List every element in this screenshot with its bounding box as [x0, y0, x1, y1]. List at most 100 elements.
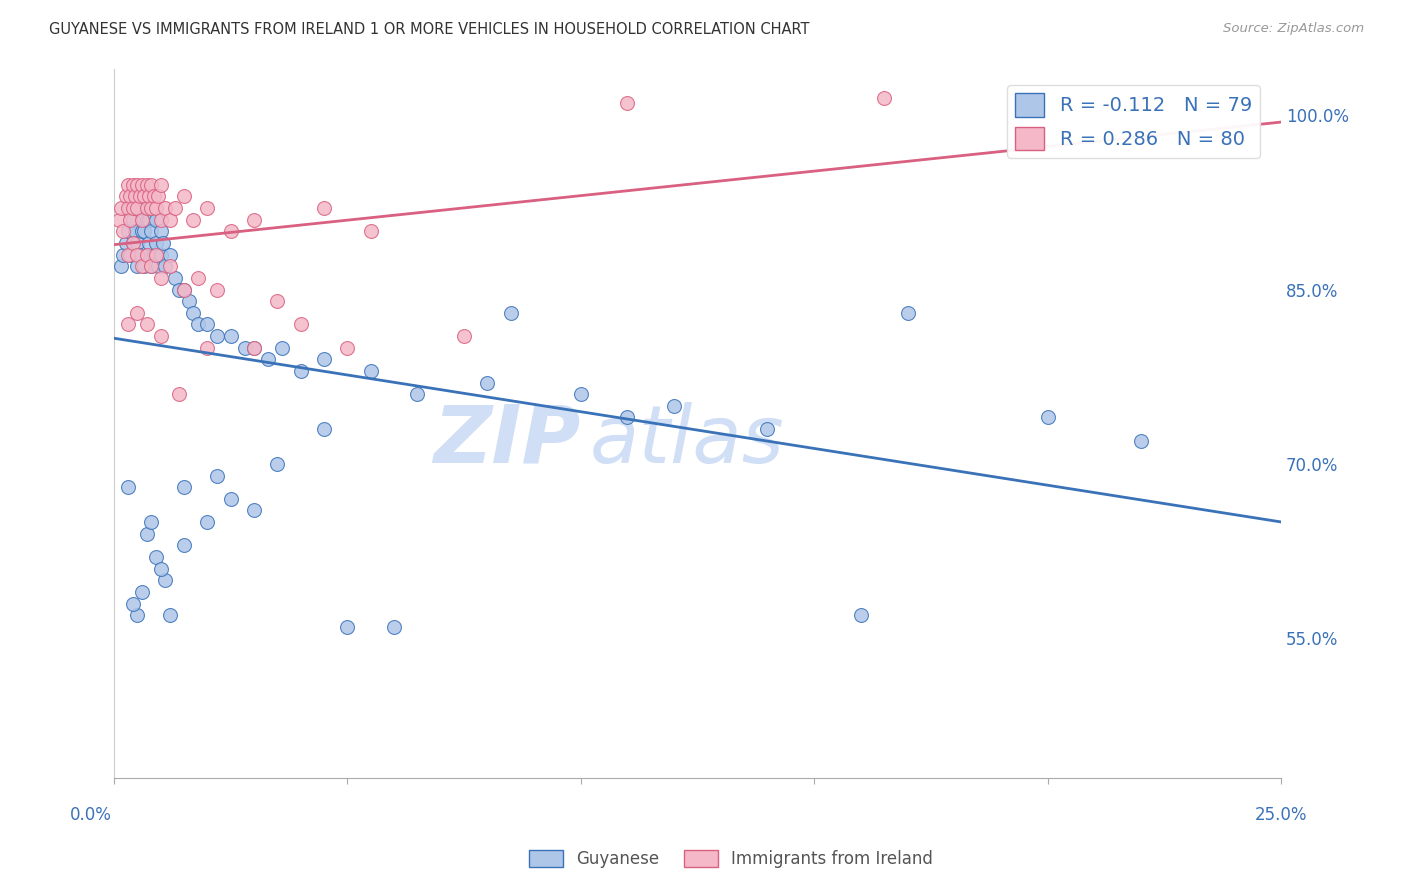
Point — [145, 235, 167, 250]
Point — [110, 201, 132, 215]
Point — [141, 259, 163, 273]
Point — [131, 585, 153, 599]
Point — [219, 491, 242, 506]
Point — [142, 247, 165, 261]
Point — [406, 387, 429, 401]
Point — [149, 212, 172, 227]
Point — [477, 376, 499, 390]
Point — [290, 364, 312, 378]
Point — [159, 608, 181, 623]
Point — [127, 178, 149, 192]
Point — [271, 341, 294, 355]
Point — [141, 178, 163, 192]
Point — [183, 212, 205, 227]
Point — [382, 620, 405, 634]
Point — [121, 201, 143, 215]
Point — [145, 549, 167, 564]
Text: ZIP: ZIP — [433, 401, 581, 480]
Point — [149, 247, 172, 261]
Point — [257, 352, 280, 367]
Point — [243, 212, 266, 227]
Point — [616, 96, 638, 111]
Point — [117, 201, 139, 215]
Point — [173, 283, 195, 297]
Point — [159, 247, 181, 261]
Point — [219, 224, 242, 238]
Point — [117, 247, 139, 261]
Point — [148, 189, 170, 203]
Point — [138, 212, 160, 227]
Point — [173, 189, 195, 203]
Point — [266, 294, 288, 309]
Point — [155, 201, 177, 215]
Legend: R = -0.112   N = 79, R = 0.286   N = 80: R = -0.112 N = 79, R = 0.286 N = 80 — [1007, 86, 1260, 158]
Point — [1129, 434, 1152, 448]
Point — [127, 259, 149, 273]
Point — [290, 318, 312, 332]
Point — [134, 189, 156, 203]
Point — [135, 201, 157, 215]
Point — [155, 574, 177, 588]
Point — [159, 259, 181, 273]
Point — [195, 341, 218, 355]
Point — [616, 410, 638, 425]
Point — [135, 212, 157, 227]
Point — [163, 271, 186, 285]
Text: 25.0%: 25.0% — [1254, 806, 1308, 824]
Text: GUYANESE VS IMMIGRANTS FROM IRELAND 1 OR MORE VEHICLES IN HOUSEHOLD CORRELATION : GUYANESE VS IMMIGRANTS FROM IRELAND 1 OR… — [49, 22, 810, 37]
Point — [849, 608, 872, 623]
Point — [135, 247, 157, 261]
Point — [183, 306, 205, 320]
Point — [121, 212, 143, 227]
Point — [131, 201, 153, 215]
Point — [195, 201, 218, 215]
Point — [173, 480, 195, 494]
Point — [117, 318, 139, 332]
Point — [149, 178, 172, 192]
Point — [243, 341, 266, 355]
Point — [155, 259, 177, 273]
Text: 0.0%: 0.0% — [70, 806, 111, 824]
Point — [195, 515, 218, 529]
Point — [141, 259, 163, 273]
Point — [195, 318, 218, 332]
Point — [131, 224, 153, 238]
Point — [873, 90, 896, 104]
Point — [187, 271, 209, 285]
Point — [128, 189, 150, 203]
Point — [177, 294, 200, 309]
Point — [141, 515, 163, 529]
Point — [121, 235, 143, 250]
Point — [1036, 410, 1059, 425]
Point — [110, 259, 132, 273]
Point — [756, 422, 779, 436]
Point — [127, 247, 149, 261]
Point — [1129, 96, 1152, 111]
Point — [128, 247, 150, 261]
Point — [142, 189, 165, 203]
Point — [662, 399, 685, 413]
Point — [134, 224, 156, 238]
Point — [360, 224, 382, 238]
Point — [896, 306, 918, 320]
Point — [131, 178, 153, 192]
Point — [145, 212, 167, 227]
Point — [117, 224, 139, 238]
Point — [135, 318, 157, 332]
Point — [205, 283, 228, 297]
Point — [135, 526, 157, 541]
Point — [149, 271, 172, 285]
Y-axis label: 1 or more Vehicles in Household: 1 or more Vehicles in Household — [0, 300, 7, 547]
Point — [120, 189, 142, 203]
Point — [127, 235, 149, 250]
Point — [205, 468, 228, 483]
Point — [131, 259, 153, 273]
Point — [499, 306, 522, 320]
Point — [187, 318, 209, 332]
Point — [152, 235, 174, 250]
Point — [205, 329, 228, 343]
Point — [173, 538, 195, 552]
Text: Source: ZipAtlas.com: Source: ZipAtlas.com — [1223, 22, 1364, 36]
Point — [121, 235, 143, 250]
Point — [159, 212, 181, 227]
